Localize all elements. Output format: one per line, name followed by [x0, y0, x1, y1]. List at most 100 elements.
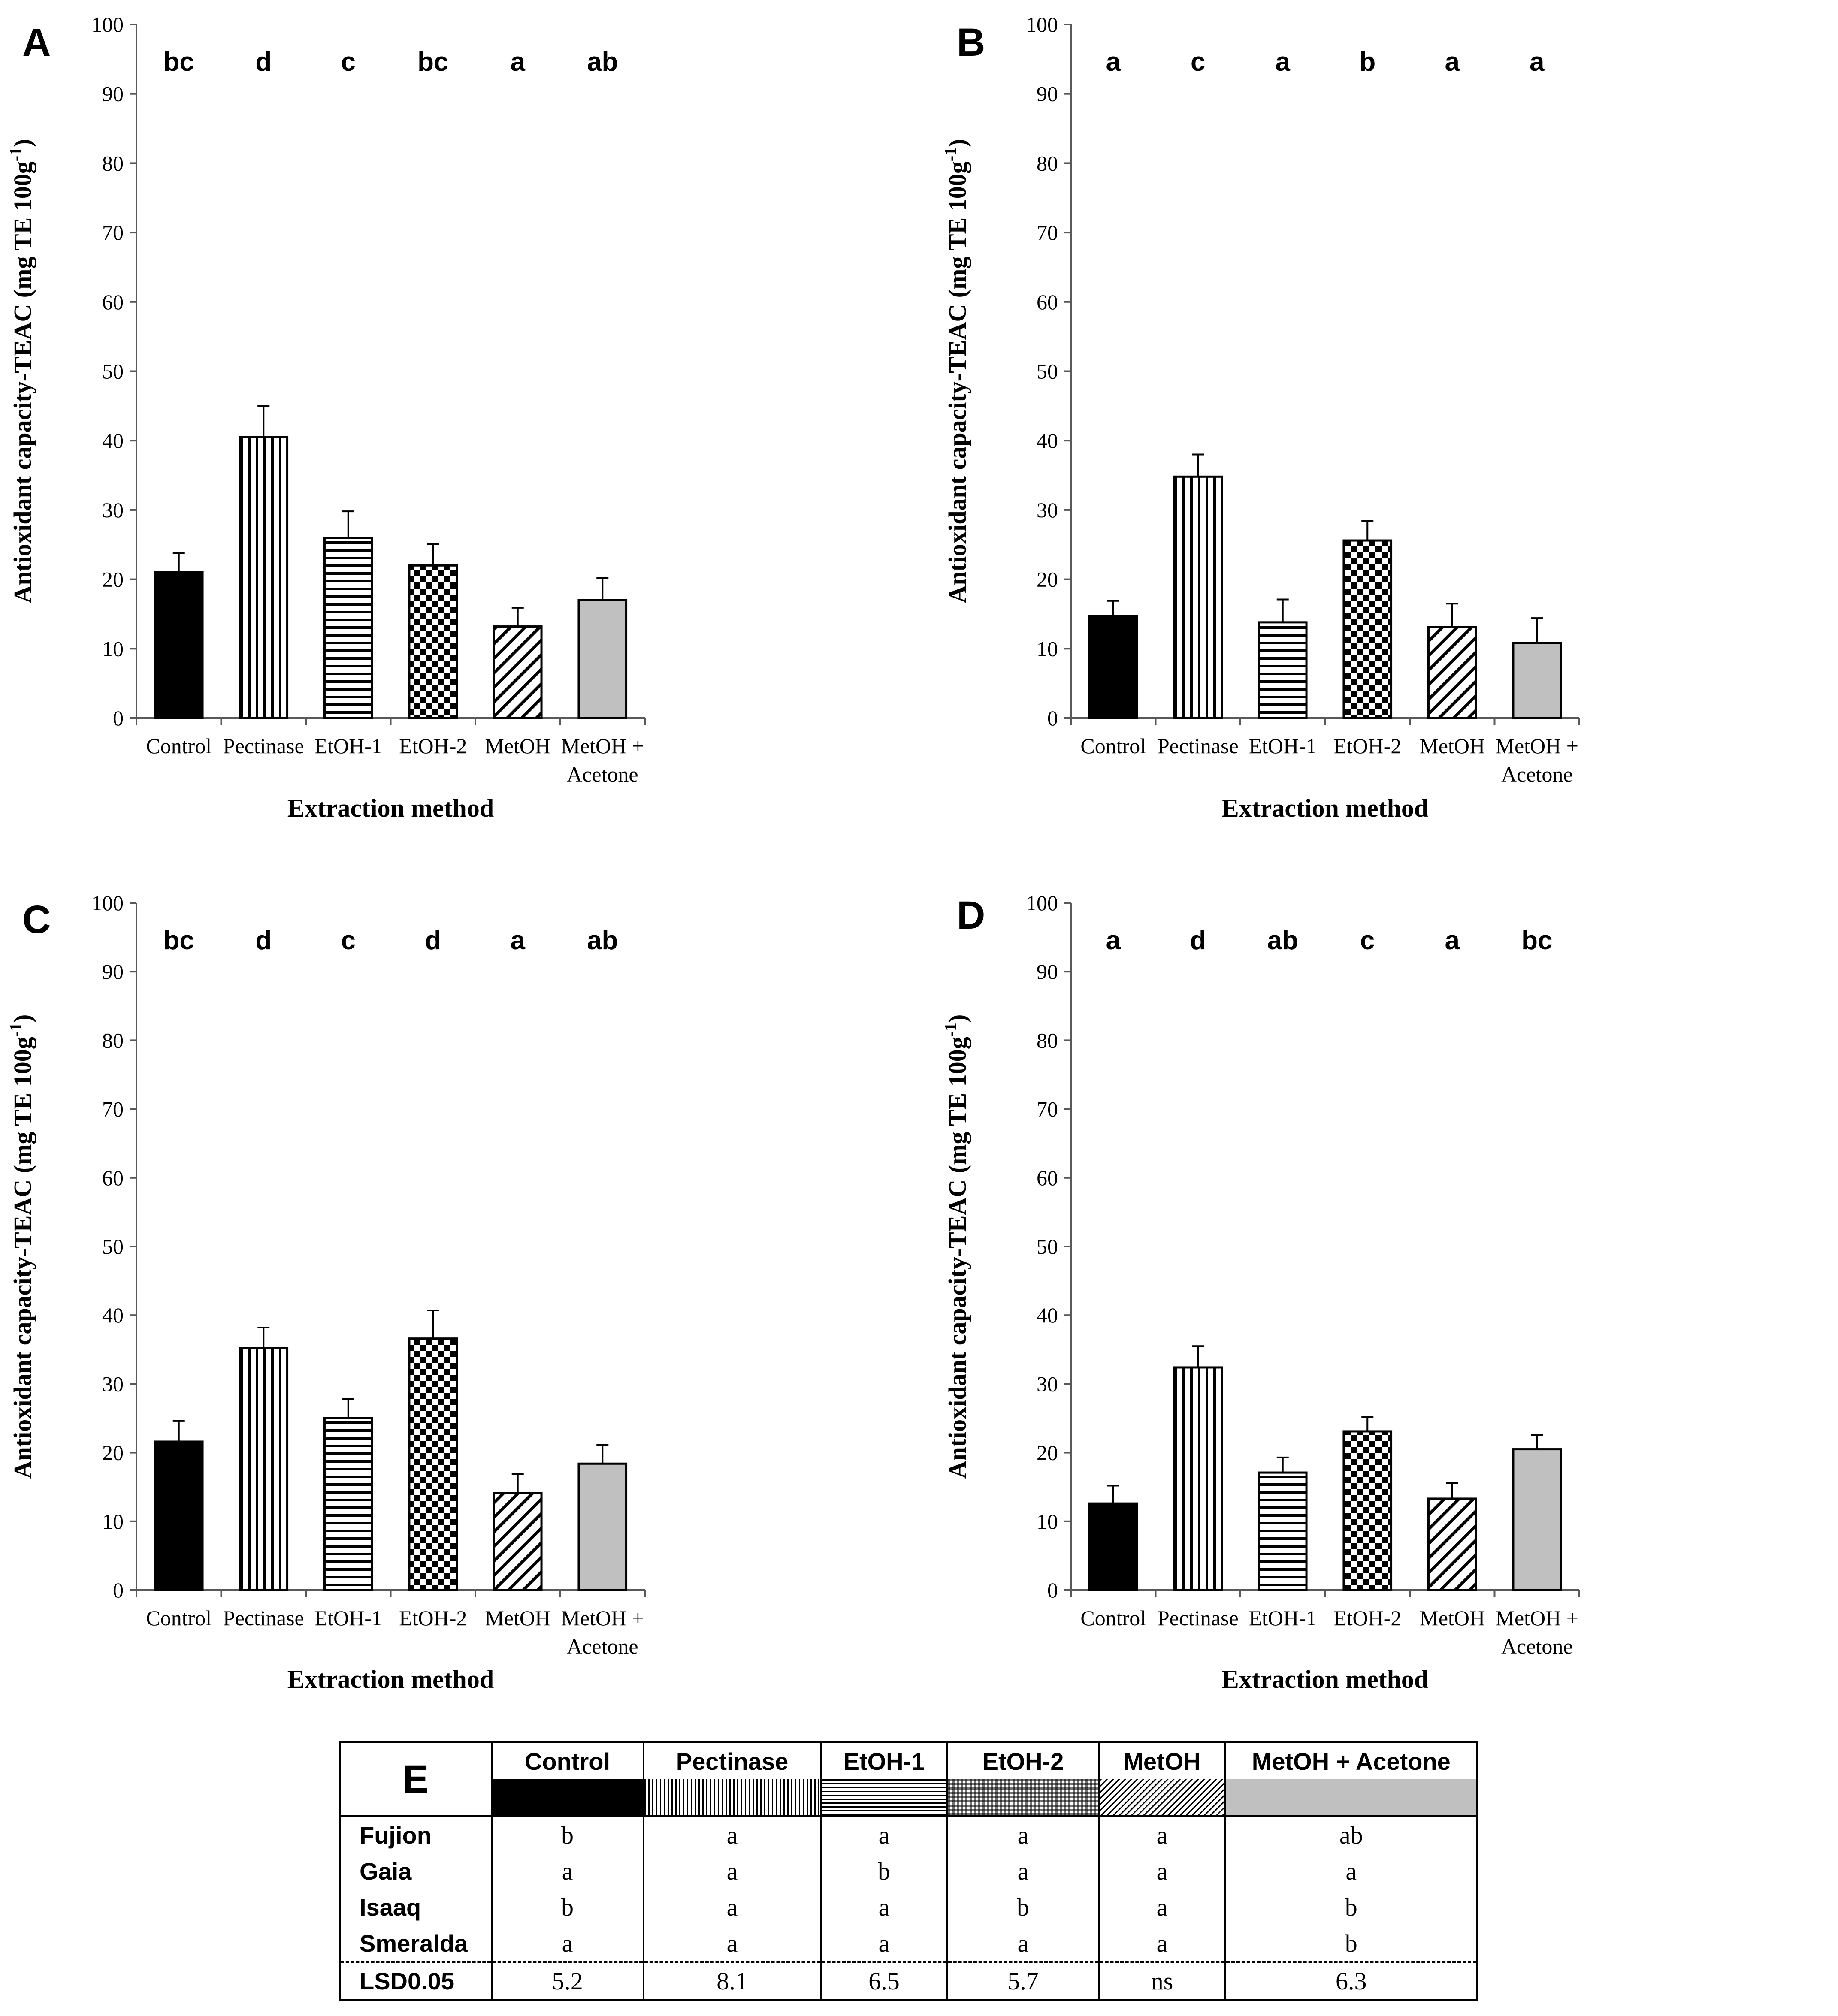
row-label: Smeralda — [339, 1925, 493, 1962]
y-tick-label: 0 — [1047, 1578, 1058, 1602]
swatch-metoh-acetone — [1224, 1779, 1478, 1817]
bar-etoh-1 — [323, 537, 373, 719]
y-axis-title: Antioxidant capacity-TEAC (mg TE 100g-1) — [6, 1014, 36, 1479]
x-axis-title: Extraction method — [287, 1665, 494, 1693]
y-tick-label: 90 — [102, 960, 124, 984]
y-axis-title-part: ) — [9, 1014, 36, 1023]
y-axis-title-part: ) — [943, 139, 971, 147]
table-swatch-row — [340, 1779, 1478, 1817]
significance-letter: d — [1190, 926, 1206, 955]
table-cell: ns — [1098, 1961, 1226, 2000]
significance-letter: bc — [1521, 926, 1552, 955]
x-tick-label-line: EtOH-1 — [314, 1606, 382, 1630]
bar-metoh-acetone — [1512, 642, 1562, 719]
chart-panel-b: B 0 10 20 30 40 50 60 70 80 90 100 a Control c Pectinas… — [941, 12, 1580, 822]
x-axis-title: Extraction method — [287, 794, 494, 822]
x-tick-label-line: MetOH + — [561, 1606, 644, 1630]
significance-letter: d — [425, 926, 441, 955]
y-tick-label: 60 — [102, 1166, 124, 1190]
table-cell: a — [946, 1853, 1100, 1889]
x-tick-label-line: EtOH-1 — [314, 734, 382, 758]
y-tick-label: 10 — [1037, 637, 1058, 661]
bar-etoh-1 — [1258, 621, 1308, 719]
significance-letter: b — [1359, 47, 1375, 77]
y-tick-label: 40 — [102, 1303, 124, 1327]
x-tick-label: Pectinase — [223, 734, 304, 758]
bar-pectinase — [239, 1347, 289, 1591]
y-axis-title-part: ) — [943, 1014, 971, 1023]
x-tick-label: Control — [1080, 1606, 1146, 1630]
table-cell: a — [490, 1853, 644, 1889]
swatch-control — [490, 1779, 644, 1817]
table-cell: 6.5 — [820, 1961, 948, 2000]
y-tick-label: 90 — [102, 82, 124, 106]
y-axis-title-part: Antioxidant capacity-TEAC (mg TE 100g — [9, 161, 36, 603]
significance-letter: a — [1276, 47, 1291, 77]
x-axis-title: Extraction method — [1222, 794, 1429, 822]
x-tick-label-line: Acetone — [567, 762, 638, 786]
table-cell: a — [642, 1853, 822, 1889]
bar-metoh — [1427, 1497, 1477, 1591]
significance-letter: d — [255, 926, 272, 955]
table-cell: a — [946, 1816, 1100, 1853]
bar-metoh — [493, 625, 543, 719]
significance-letter: bc — [163, 47, 194, 77]
x-tick-label-line: EtOH-2 — [1333, 734, 1401, 758]
y-tick-label: 90 — [1037, 82, 1058, 106]
lsd-letters-table: E Control Pectinase EtOH-1 EtOH-2 MetOH … — [339, 1741, 1478, 2001]
y-tick-label: 80 — [102, 1028, 124, 1052]
table-cell: a — [642, 1889, 822, 1925]
x-tick-label-line: MetOH + — [561, 734, 644, 758]
panel-label: C — [22, 898, 51, 942]
table-cell: a — [820, 1816, 948, 1853]
y-tick-label: 20 — [102, 1441, 124, 1465]
x-tick-label-line: EtOH-2 — [399, 734, 467, 758]
y-tick-label: 60 — [102, 290, 124, 314]
significance-letter: c — [1191, 47, 1205, 77]
y-tick-label: 70 — [1037, 220, 1058, 244]
y-tick-label: 70 — [1037, 1097, 1058, 1121]
x-tick-label-line: Pectinase — [223, 1606, 304, 1630]
swatch-etoh1 — [820, 1779, 948, 1817]
bar-etoh-2 — [408, 564, 458, 719]
x-tick-label-line: Acetone — [1501, 1634, 1573, 1658]
bar-etoh-2 — [1342, 539, 1393, 719]
bar-control — [1088, 615, 1138, 719]
bar-etoh-1 — [1258, 1471, 1308, 1591]
bar-metoh-acetone — [1512, 1448, 1562, 1591]
x-tick-label: EtOH-2 — [399, 1606, 467, 1630]
table-row: Fujion b a a a a ab — [339, 1816, 1478, 1853]
y-axis-title-part: -1 — [6, 147, 25, 161]
swatch-pectinase — [642, 1779, 822, 1817]
table-cell: 5.7 — [946, 1961, 1100, 2000]
bar-pectinase — [1173, 475, 1223, 719]
significance-letter: a — [1106, 47, 1121, 77]
table-cell: b — [820, 1853, 948, 1889]
x-tick-label-line: Pectinase — [1158, 1606, 1239, 1630]
y-tick-label: 40 — [102, 429, 124, 453]
significance-letter: c — [341, 926, 356, 955]
row-label: LSD0.05 — [339, 1961, 493, 2000]
significance-letter: a — [1445, 926, 1460, 955]
y-tick-label: 30 — [102, 498, 124, 522]
x-tick-label: EtOH-1 — [314, 734, 382, 758]
x-tick-label-line: Control — [146, 734, 212, 758]
bar-pectinase — [1173, 1366, 1223, 1591]
y-tick-label: 50 — [1037, 1234, 1058, 1258]
significance-letter: bc — [163, 926, 194, 955]
x-tick-label-line: MetOH — [485, 734, 550, 758]
y-tick-label: 100 — [1026, 12, 1058, 36]
x-tick-label-line: Pectinase — [1158, 734, 1239, 758]
x-tick-label-line: Control — [1080, 1606, 1146, 1630]
significance-letter: c — [341, 47, 356, 77]
x-tick-label: EtOH-1 — [1249, 734, 1317, 758]
row-label: Fujion — [339, 1816, 493, 1853]
y-axis-title-part: Antioxidant capacity-TEAC (mg TE 100g — [9, 1037, 36, 1479]
x-tick-label-line: Acetone — [1501, 762, 1573, 786]
table-cell: a — [1098, 1816, 1226, 1853]
significance-letter: ab — [587, 926, 618, 955]
table-cell: b — [1224, 1925, 1478, 1962]
x-tick-label: MetOH + Acetone — [561, 1606, 644, 1658]
col-header-control: Control — [490, 1742, 644, 1779]
table-cell: b — [1224, 1889, 1478, 1925]
